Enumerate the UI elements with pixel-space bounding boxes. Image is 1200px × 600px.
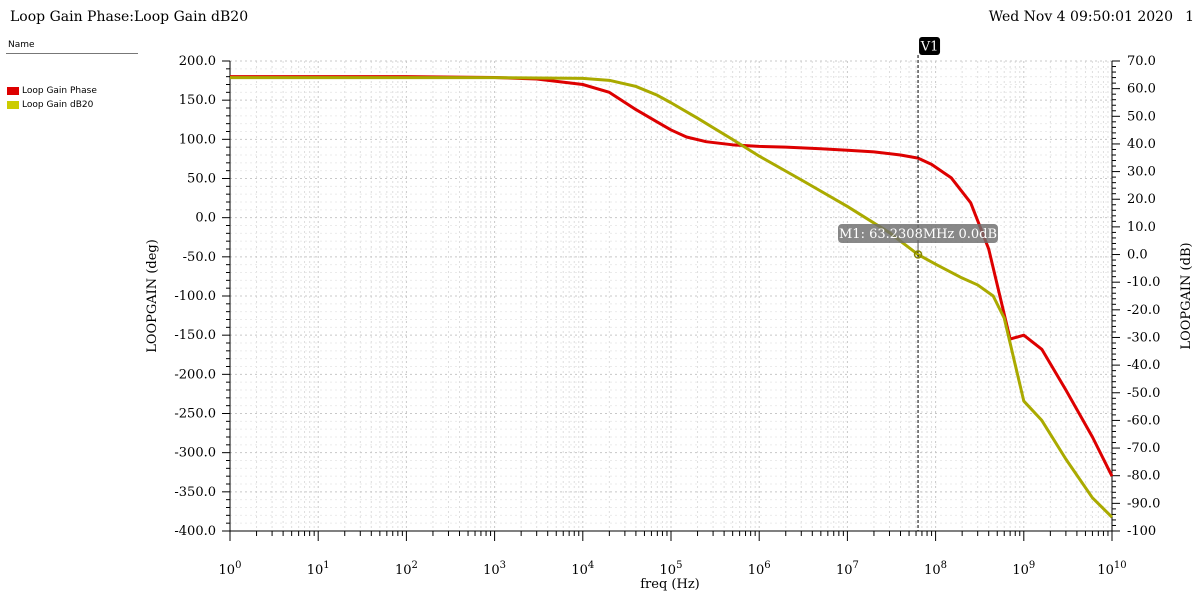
y-right-tick-label: 60.0 [1127, 82, 1156, 97]
y-right-tick-label: 50.0 [1127, 109, 1156, 124]
y-right-tick-label: -20.0 [1127, 303, 1160, 318]
y-right-tick-label: -60.0 [1127, 413, 1160, 428]
y-left-tick-label: -300.0 [174, 446, 216, 461]
y-right-tick-label: -30.0 [1127, 330, 1160, 345]
y-right-tick-label: 20.0 [1127, 192, 1156, 207]
marker-tag-v1-label: V1 [920, 40, 939, 55]
legend: Name Loop Gain Phase Loop Gain dB20 [6, 40, 138, 112]
x-tick-label: 103 [483, 560, 506, 578]
legend-item-loop-gain-db20[interactable]: Loop Gain dB20 [6, 98, 138, 112]
y-left-tick-label: -350.0 [174, 485, 216, 500]
y-left-tick-label: -400.0 [174, 524, 216, 539]
y-left-tick-label: -50.0 [183, 250, 216, 265]
y-right-tick-label: -80.0 [1127, 469, 1160, 484]
y-left-tick-label: -250.0 [174, 407, 216, 422]
y-right-axis-label: LOOPGAIN (dB) [1179, 242, 1194, 349]
x-tick-label: 102 [395, 560, 418, 578]
y-right-tick-label: -40.0 [1127, 358, 1160, 373]
x-tick-label: 100 [219, 560, 242, 578]
y-right-tick-label: -70.0 [1127, 441, 1160, 456]
marker-m1-box [838, 224, 998, 243]
y-left-tick-label: 100.0 [179, 132, 216, 147]
legend-title: Name [6, 40, 138, 54]
series-line-loop-gain-phase [230, 75, 1114, 477]
y-left-tick-label: 0.0 [195, 211, 216, 226]
y-left-tick-label: -200.0 [174, 367, 216, 382]
series-group [230, 75, 1114, 519]
y-left-tick-label: -150.0 [174, 328, 216, 343]
x-tick-label: 101 [307, 560, 330, 578]
y-left-tick-label: 200.0 [179, 54, 216, 69]
page-number: 1 [1185, 9, 1194, 25]
y-left-axis-label: LOOPGAIN (deg) [145, 239, 160, 353]
legend-swatch-red [7, 87, 19, 95]
y-right-tick-label: -100 [1127, 524, 1156, 539]
y-left-tick-label: -100.0 [174, 289, 216, 304]
y-right-tick-label: 0.0 [1127, 248, 1148, 263]
y-right-tick-label: 30.0 [1127, 165, 1156, 180]
legend-label: Loop Gain Phase [22, 86, 97, 96]
x-tick-label: 107 [836, 560, 859, 578]
x-tick-label: 108 [924, 560, 947, 578]
y-left-tick-label: 50.0 [187, 172, 216, 187]
series-line-loop-gain-db20 [230, 76, 1114, 519]
x-tick-label: 105 [660, 560, 683, 578]
y-right-tick-label: -50.0 [1127, 386, 1160, 401]
x-tick-label: 106 [748, 560, 771, 578]
plot-datetime: Wed Nov 4 09:50:01 2020 [988, 9, 1173, 25]
plot-title: Loop Gain Phase:Loop Gain dB20 [10, 9, 249, 25]
y-right-tick-label: -10.0 [1127, 275, 1160, 290]
x-tick-label: 1010 [1097, 560, 1126, 578]
y-left-tick-label: 150.0 [179, 93, 216, 108]
marker-m1-label: M1: 63.2308MHz 0.0dB [839, 227, 997, 242]
legend-item-loop-gain-phase[interactable]: Loop Gain Phase [6, 84, 138, 98]
markers: V1 M1: 63.2308MHz 0.0dB [838, 37, 998, 531]
x-axis-label: freq (Hz) [640, 577, 700, 592]
x-tick-label: 104 [571, 560, 594, 578]
legend-label: Loop Gain dB20 [22, 100, 94, 110]
marker-m1-point [913, 250, 923, 259]
marker-tag-v1 [919, 37, 941, 55]
y-right-tick-label: -90.0 [1127, 496, 1160, 511]
y-right-tick-label: 10.0 [1127, 220, 1156, 235]
axes: 200.0 150.0 100.0 50.0 0.0 -50.0 -100.0 -150.0 -… [145, 54, 1194, 592]
legend-swatch-yellow [7, 101, 19, 109]
y-right-tick-label: 70.0 [1127, 54, 1156, 69]
y-right-tick-label: 40.0 [1127, 137, 1156, 152]
x-tick-label: 109 [1012, 560, 1035, 578]
